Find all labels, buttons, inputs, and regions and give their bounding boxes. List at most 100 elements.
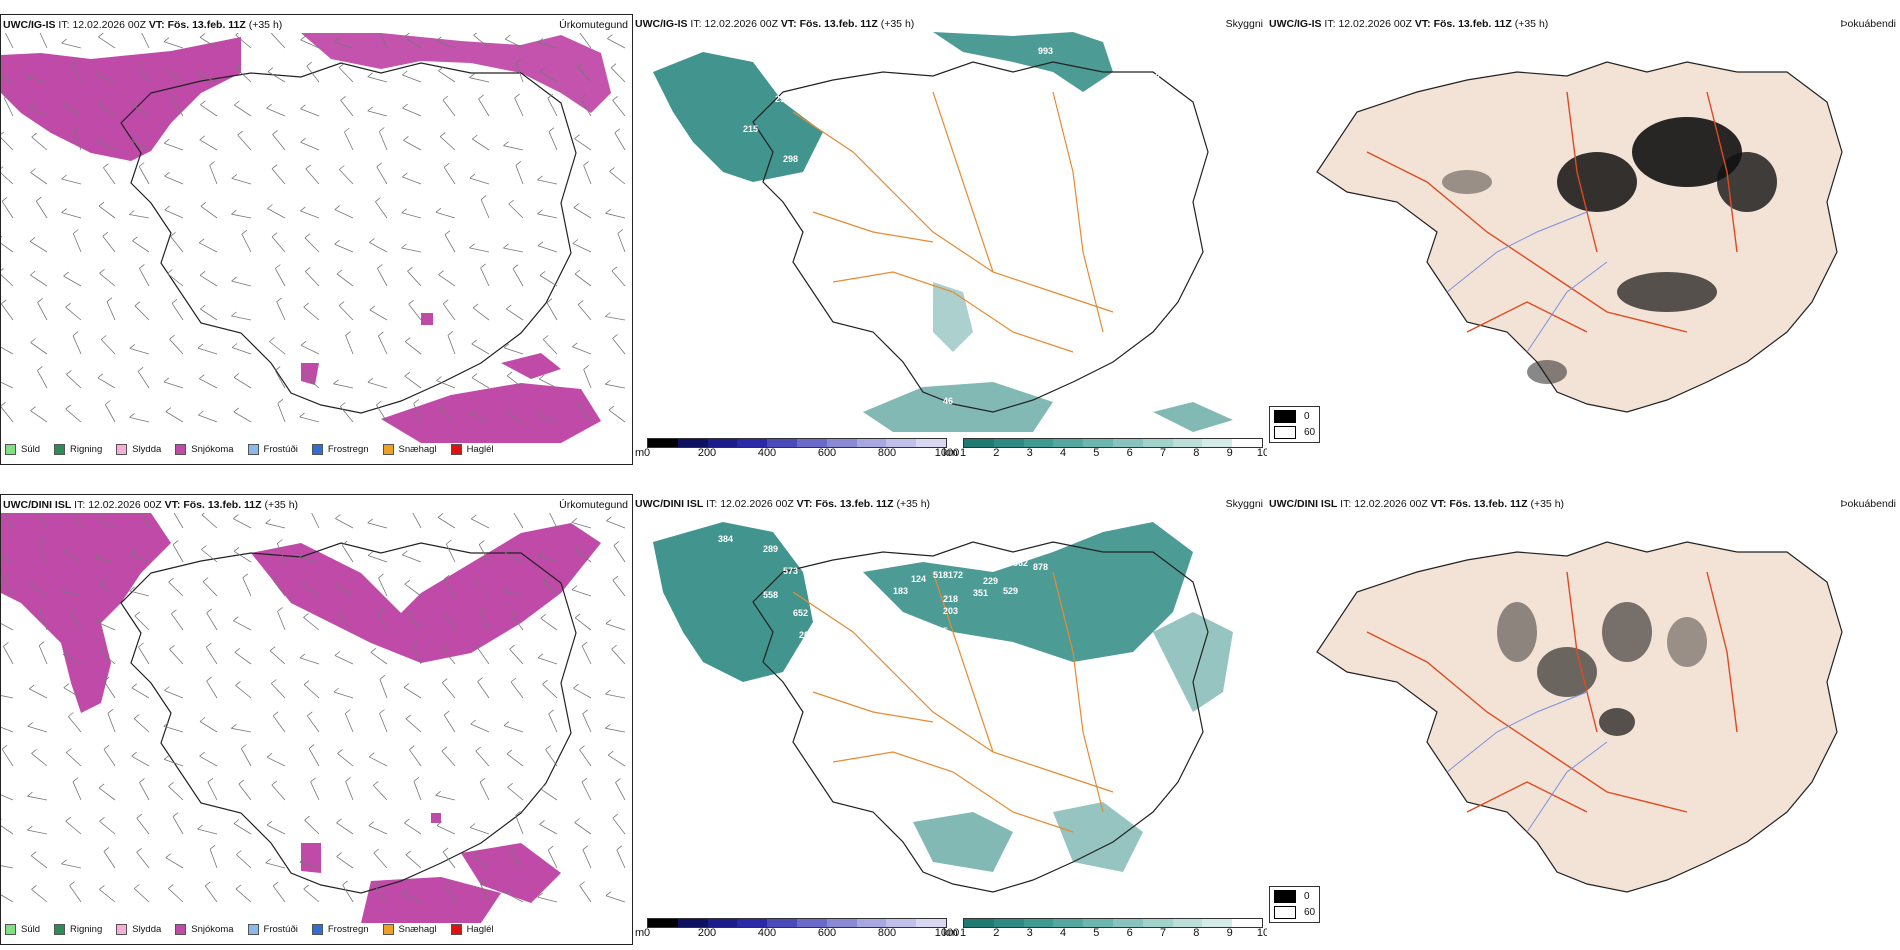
wind-barb (404, 341, 422, 355)
scale-tick-label: 6 (1126, 447, 1133, 459)
coastline (752, 61, 1209, 413)
wind-barb (30, 855, 48, 869)
wind-barb (605, 727, 626, 733)
wind-barb (369, 756, 388, 767)
wind-barb-flag (271, 164, 278, 170)
wind-barb-flag (605, 208, 611, 214)
wind-barb-flag (96, 70, 102, 76)
fog-legend-row: 0 (1274, 890, 1315, 903)
wind-barb-flag (300, 104, 306, 110)
wind-barb-flag (98, 783, 105, 789)
wind-barb (582, 713, 592, 733)
wind-barb-flag (29, 237, 36, 242)
wind-barb (404, 375, 422, 389)
wind-barb (379, 33, 388, 49)
wind-barb-flag (477, 677, 483, 682)
wind-barb-flag (338, 63, 345, 68)
wind-barb (131, 755, 150, 767)
wind-barb-flag (165, 853, 172, 859)
wind-barb (235, 685, 252, 699)
legend-swatch (450, 924, 462, 935)
wind-barb (444, 234, 456, 253)
wind-barb-flag (379, 709, 385, 714)
wind-barb-flag (405, 714, 412, 720)
wind-barb-flag (236, 850, 242, 855)
scale-tick-label: 1000 (934, 447, 960, 459)
wind-barb-flag (339, 165, 345, 170)
wind-barb-flag (469, 243, 475, 249)
wind-barb-flag (65, 816, 71, 822)
wind-barb (233, 823, 252, 835)
wind-barb (402, 554, 422, 563)
wind-barb (300, 39, 320, 49)
wind-barb-flag (582, 709, 588, 715)
wind-barb (99, 272, 116, 287)
visibility-value-label: 215 (743, 124, 758, 134)
wind-barb-flag (506, 749, 513, 755)
legend-swatch (5, 444, 16, 455)
wind-barb-flag (39, 606, 46, 612)
legend-swatch (311, 444, 323, 455)
wind-barb (164, 142, 184, 151)
wind-barb-flag (571, 518, 578, 523)
wind-barb-flag (545, 745, 551, 750)
legend-swatch (5, 924, 16, 935)
wind-barb-flag (437, 513, 444, 518)
scale-color-step (677, 919, 708, 927)
wind-barb-flag (97, 514, 103, 519)
legend-label: Súld (21, 924, 41, 935)
wind-barb-flag (205, 642, 212, 648)
wind-barb (74, 513, 82, 529)
wind-barb (572, 346, 592, 355)
wind-barb-flag (71, 59, 78, 65)
wind-barb (99, 650, 116, 665)
legend-label: Snæhagl (398, 924, 437, 935)
wind-barb (199, 755, 218, 767)
fog-legend-label: 60 (1304, 907, 1316, 918)
wind-barb-flag (61, 208, 67, 213)
fog-legend-swatch (1274, 890, 1296, 903)
wind-barb (408, 303, 422, 321)
wind-barb (38, 645, 48, 665)
wind-barb-flag (540, 613, 546, 619)
wind-barb-flag (131, 751, 137, 757)
wind-barb (515, 165, 524, 185)
wind-barb (335, 585, 354, 597)
wind-barb-flag (503, 721, 510, 726)
wind-barb (378, 335, 388, 355)
wind-barb-flag (548, 709, 554, 715)
wind-barb (138, 646, 150, 665)
fog-legend-swatch (1274, 906, 1296, 919)
wind-barb (583, 369, 592, 389)
wind-barb-flag (367, 72, 373, 78)
wind-barb (205, 646, 218, 665)
wind-barb (374, 885, 388, 903)
wind-barb-flag (409, 745, 415, 751)
wind-barb-flag (574, 134, 580, 140)
wind-barb (505, 892, 524, 903)
wind-barb-flag (334, 651, 341, 656)
wind-barb-flag (72, 777, 79, 783)
wind-barb (61, 178, 82, 185)
wind-barb-flag (61, 859, 67, 865)
scale-color-step (1142, 919, 1173, 927)
wind-barb (1, 172, 14, 185)
wind-barb-flag (571, 585, 578, 591)
wind-barb-flag (605, 379, 611, 385)
scale-tick-label: 3 (1026, 927, 1033, 939)
wind-barb (605, 383, 626, 389)
wind-barb-flag (271, 679, 277, 684)
wind-barb (172, 544, 184, 563)
wind-barb-flag (131, 136, 137, 141)
wind-barb-flag (99, 646, 105, 652)
wind-barb-flag (480, 195, 487, 200)
wind-barb (548, 131, 558, 151)
wind-barb-flag (375, 197, 381, 203)
legend-swatch (116, 444, 128, 455)
low-visibility (653, 32, 1233, 432)
scale-tick-label: 600 (817, 927, 837, 939)
wind-barb (606, 520, 626, 529)
wind-barb (537, 657, 558, 665)
wind-barb (413, 403, 422, 423)
wind-barb (272, 579, 286, 597)
